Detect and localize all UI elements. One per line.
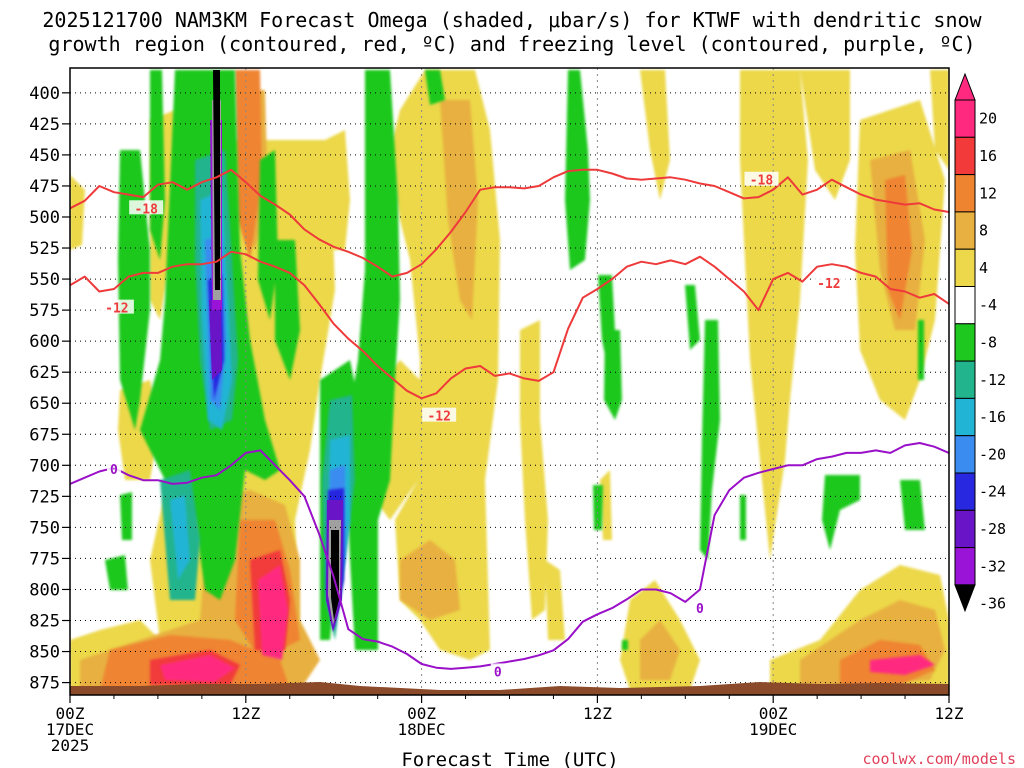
x-tick-label: 19DEC [749,720,797,739]
colorbar-label: 16 [979,147,997,165]
colorbar-label: -32 [979,557,1006,575]
contour-label: -12 [105,302,128,317]
colorbar-label: -8 [979,333,997,351]
contour-label: -12 [427,410,450,425]
colorbar-box [954,472,976,511]
contour-label: 0 [494,665,502,680]
colorbar-box [954,547,976,586]
y-tick-label: 475 [29,177,60,197]
x-tick-label: 12Z [935,704,964,723]
colorbar: 20 16 12 8 4 -4 -8 -12 -16 -20 -24 -28 -32 -36 [954,72,1006,613]
contour-label: -18 [134,202,158,217]
colorbar-bottom-arrow [954,584,976,613]
contour-label-bg [811,274,846,289]
y-tick-label: 725 [29,487,60,507]
colorbar-label: 20 [979,110,997,128]
contour-label-bg [99,299,134,314]
colorbar-box [954,211,976,250]
y-tick-label: 500 [29,208,60,228]
colorbar-label: -36 [979,595,1006,613]
y-tick-label: 550 [29,270,60,290]
contour-line-1 [70,250,949,400]
contour-label: 0 [110,463,118,478]
colorbar-box [954,174,976,213]
colorbar-label: -28 [979,520,1006,538]
chart-title-line-1: 2025121700 NAM3KM Forecast Omega (shaded… [42,8,982,32]
y-tick-label: 800 [29,580,60,600]
y-tick-label: 450 [29,146,60,166]
y-tick-label: 825 [29,612,60,632]
contour-label-bg [106,461,121,476]
contour-line-2 [70,442,949,670]
y-tick-label: 425 [29,115,60,135]
colorbar-label: -24 [979,483,1006,501]
colorbar-box [954,360,976,399]
y-tick-label: 625 [29,363,60,383]
y-tick-label: 575 [29,301,60,321]
x-axis-label: Forecast Time (UTC) [401,749,618,768]
y-tick-label: 850 [29,643,60,663]
colorbar-box [954,509,976,549]
y-tick-label: 875 [29,674,60,694]
y-tick-label: 600 [29,332,60,352]
colorbar-label: -4 [979,296,997,314]
y-tick-label: 700 [29,456,60,476]
colorbar-box [954,248,976,287]
credit-text: coolwx.com/models [862,750,1016,768]
y-tick-label: 525 [29,239,60,259]
colorbar-box [954,136,976,176]
y-tick-label: 750 [29,518,60,538]
y-axis: 400 425 450 475 500 525 550 575 600 625 650 675 700 7… [29,84,70,694]
colorbar-label: -20 [979,445,1006,463]
colorbar-top-arrow [954,72,976,101]
y-tick-label: 650 [29,394,60,414]
y-tick-label: 775 [29,549,60,569]
colorbar-box [954,99,976,138]
x-tick-label: 18DEC [398,720,446,739]
contour-label-bg [692,600,707,615]
chart-title-line-2: growth region (contoured, red, ºC) and f… [48,32,976,56]
colorbar-label: -16 [979,408,1006,426]
colorbar-label: -12 [979,371,1006,389]
x-tick-label: 00Z [56,704,85,723]
colorbar-label: 8 [979,222,988,240]
colorbar-label: 4 [979,259,988,277]
colorbar-box [954,323,976,362]
colorbar-box [954,435,976,474]
terrain-strip [70,682,949,695]
x-tick-label: 12Z [231,704,260,723]
contour-lines [70,168,949,670]
contour-label-bg [490,663,505,678]
contour-labels: -18 -18 -12 -12 -12 0 0 0 [99,171,846,680]
y-tick-label: 400 [29,84,60,104]
colorbar-label: 12 [979,184,997,202]
contour-label-bg [129,200,164,215]
x-tick-label: 00Z [407,704,436,723]
x-tick-label: 12Z [583,704,612,723]
x-tick-label: 17DEC [46,720,94,739]
contour-label-bg [744,171,779,186]
grid [70,68,949,695]
x-tick-label: 00Z [759,704,788,723]
contour-label: 0 [696,602,704,617]
contour-label-bg [422,407,457,422]
colorbar-box [954,397,976,437]
y-tick-label: 675 [29,425,60,445]
contour-label: -12 [817,277,840,292]
contour-label: -18 [750,174,774,189]
x-tick-label: 2025 [51,736,90,755]
contour-line-0 [70,168,949,278]
colorbar-box [954,286,976,325]
